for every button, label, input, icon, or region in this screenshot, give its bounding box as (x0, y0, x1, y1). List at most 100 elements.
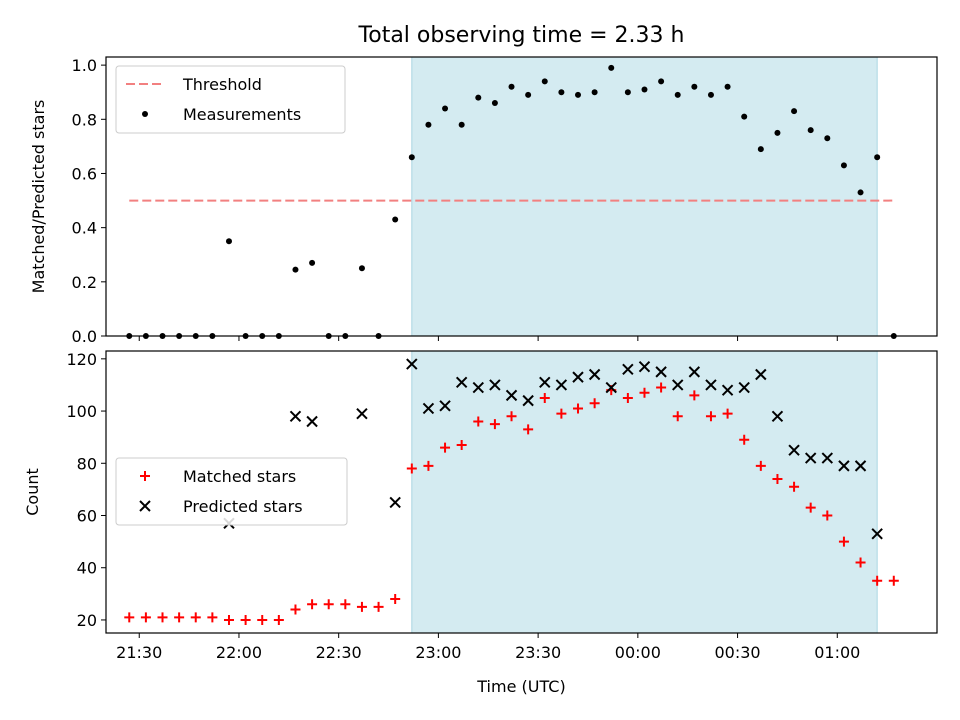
legend-label: Measurements (183, 105, 301, 124)
matched-star-point (838, 536, 849, 547)
chart-root: 0.0 0.2 0.4 0.6 0.8 1.0 Matched/Predicted star… (23, 23, 938, 696)
matched-star-point (755, 460, 766, 471)
measurement-point (442, 105, 449, 112)
matched-star-point (207, 612, 218, 623)
x-tick-label: 23:30 (515, 643, 561, 662)
predicted-star-point (638, 360, 651, 373)
y-axis-label: Count (23, 468, 42, 516)
predicted-star-point (788, 444, 800, 456)
legend-box (115, 457, 348, 526)
measurement-point (658, 78, 665, 85)
y-tick-label: 80 (77, 454, 97, 473)
matched-star-point (423, 460, 434, 471)
series-matched-stars (124, 382, 899, 625)
y-tick-label: 0.4 (72, 219, 97, 238)
legend-box (115, 65, 346, 134)
y-tick-label: 120 (66, 350, 97, 369)
matched-star-point (872, 575, 883, 586)
matched-star-point (240, 614, 251, 625)
axes-frame (105, 350, 938, 634)
predicted-star-point (505, 389, 518, 402)
matched-star-point (174, 612, 185, 623)
series-predicted-stars (223, 358, 883, 540)
measurement-point (824, 135, 831, 142)
predicted-star-point (605, 381, 617, 394)
legend-measurements-swatch (142, 111, 148, 117)
legend-label: Threshold (182, 75, 262, 94)
y-tick-label: 100 (66, 402, 97, 421)
predicted-star-point (838, 460, 850, 472)
measurement-point (508, 83, 515, 90)
matched-star-point (390, 594, 401, 605)
matched-star-point (157, 612, 168, 623)
measurement-point (491, 100, 498, 107)
measurement-point (392, 216, 399, 223)
observing-window-band (411, 351, 878, 633)
predicted-star-point (356, 407, 368, 420)
matched-star-point (556, 408, 567, 419)
matched-star-point (323, 599, 334, 610)
predicted-star-point (622, 363, 634, 375)
legend-matched-stars-swatch (140, 471, 150, 481)
predicted-star-point (688, 366, 701, 378)
predicted-star-point (738, 381, 750, 394)
legend: Matched stars Predicted stars (115, 457, 348, 526)
matched-star-point (440, 442, 451, 453)
x-tick-label: 00:30 (715, 643, 761, 662)
legend-label: Predicted stars (183, 497, 303, 516)
matched-star-point (373, 601, 384, 612)
predicted-star-point (655, 366, 667, 378)
measurement-point (408, 154, 415, 161)
measurement-point (575, 91, 582, 98)
y-tick-label: 20 (77, 611, 97, 630)
measurement-point (791, 108, 798, 115)
matched-star-point (639, 387, 650, 398)
measurement-point (774, 129, 781, 136)
predicted-star-point (821, 452, 834, 464)
legend: Threshold Measurements (115, 65, 346, 134)
predicted-star-point (455, 376, 468, 389)
x-tick-label: 23:00 (415, 643, 461, 662)
matched-star-point (622, 393, 633, 403)
matched-star-point (805, 502, 816, 513)
x-tick-label: 21:30 (116, 643, 162, 662)
measurement-point (541, 78, 548, 85)
measurement-point (358, 265, 365, 272)
predicted-star-point (804, 452, 817, 464)
panel-2: 20 40 60 80 100 120 21:30 22:00 22:30 23:00 23:30 0… (23, 350, 938, 696)
predicted-star-point (555, 379, 568, 391)
measurement-point (475, 94, 482, 101)
predicted-star-point (289, 410, 302, 422)
matched-star-point (705, 411, 716, 422)
y-tick-label: 1.0 (72, 56, 97, 75)
matched-star-point (340, 599, 351, 610)
y-tick-label: 0.2 (72, 273, 97, 292)
measurement-point (857, 189, 864, 196)
predicted-star-point (472, 381, 484, 394)
measurement-point (525, 91, 532, 98)
predicted-star-point (489, 379, 501, 391)
measurement-point (225, 238, 232, 245)
matched-star-point (722, 408, 733, 419)
matched-star-point (689, 390, 700, 401)
matched-star-point (124, 612, 135, 623)
legend-predicted-stars-swatch (139, 500, 151, 512)
matched-star-point (456, 440, 467, 450)
y-tick-label: 60 (77, 507, 97, 526)
axes-frame (105, 56, 938, 337)
x-tick-label: 22:00 (216, 643, 262, 662)
y-axis-label: Matched/Predicted stars (29, 100, 48, 294)
matched-star-point (589, 398, 600, 409)
matched-star-point (140, 612, 151, 623)
y-tick-label: 0.0 (72, 327, 97, 346)
x-tick-label: 00:00 (615, 643, 661, 662)
measurement-point (458, 121, 465, 128)
y-tick-label: 0.6 (72, 164, 97, 183)
x-tick-label: 22:30 (316, 643, 362, 662)
predicted-star-point (389, 496, 401, 509)
predicted-star-point (854, 460, 867, 472)
predicted-star-point (406, 358, 418, 370)
predicted-star-point (572, 371, 584, 383)
matched-star-point (290, 604, 301, 615)
